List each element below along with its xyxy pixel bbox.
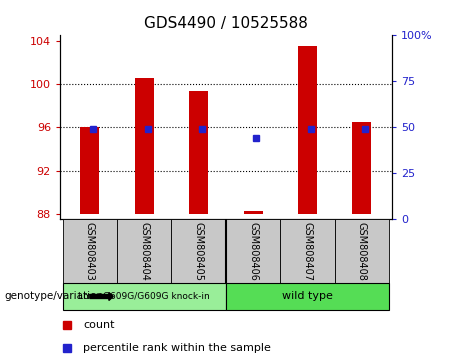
Text: LmnaG609G/G609G knock-in: LmnaG609G/G609G knock-in bbox=[78, 292, 210, 301]
Bar bbox=[80, 127, 100, 214]
Bar bbox=[298, 46, 317, 214]
Bar bbox=[63, 283, 226, 310]
Title: GDS4490 / 10525588: GDS4490 / 10525588 bbox=[144, 16, 308, 32]
Bar bbox=[189, 91, 208, 214]
Text: count: count bbox=[83, 320, 115, 330]
Bar bbox=[135, 78, 154, 214]
Bar bbox=[280, 219, 335, 283]
Bar bbox=[226, 219, 280, 283]
Text: genotype/variation: genotype/variation bbox=[5, 291, 104, 302]
Bar bbox=[335, 219, 389, 283]
Text: GSM808405: GSM808405 bbox=[194, 222, 204, 281]
Text: GSM808403: GSM808403 bbox=[85, 222, 95, 281]
Text: percentile rank within the sample: percentile rank within the sample bbox=[83, 343, 271, 353]
Bar bbox=[117, 219, 171, 283]
Bar bbox=[171, 219, 226, 283]
Text: GSM808404: GSM808404 bbox=[139, 222, 149, 281]
Text: wild type: wild type bbox=[282, 291, 333, 302]
FancyArrow shape bbox=[90, 292, 113, 301]
Text: GSM808406: GSM808406 bbox=[248, 222, 258, 281]
Bar bbox=[226, 283, 389, 310]
Bar bbox=[352, 122, 372, 214]
Text: GSM808408: GSM808408 bbox=[357, 222, 367, 281]
Text: GSM808407: GSM808407 bbox=[302, 222, 313, 281]
Bar bbox=[63, 219, 117, 283]
Bar bbox=[243, 211, 263, 214]
